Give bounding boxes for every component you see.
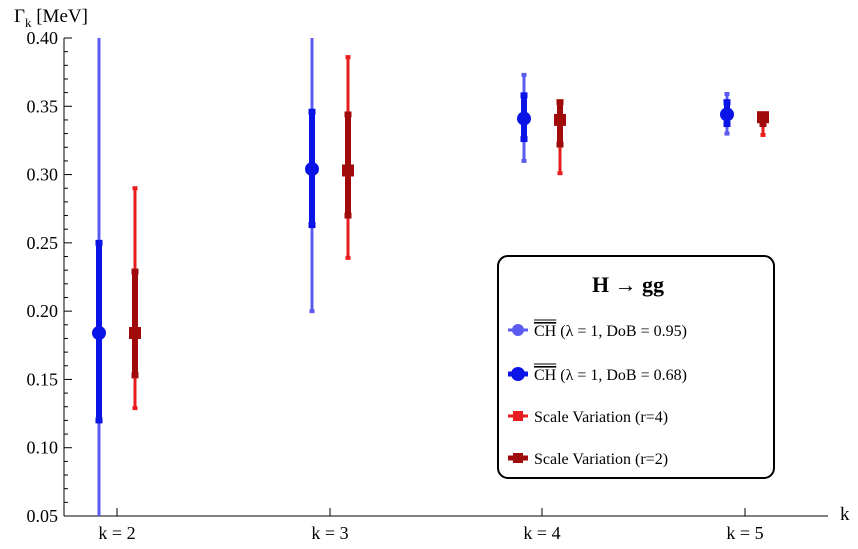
data-point (342, 164, 354, 177)
legend-swatch (508, 367, 528, 381)
y-tick-label: 0.25 (27, 233, 59, 253)
legend-swatch (508, 324, 528, 336)
x-tick-label: k = 2 (98, 523, 135, 543)
y-tick-label: 0.40 (27, 28, 59, 48)
error-cap-top (132, 186, 138, 191)
legend-box (497, 255, 775, 479)
x-tick-label: k = 5 (726, 523, 763, 543)
legend-swatch-marker (511, 367, 525, 381)
error-cap-bottom (759, 121, 767, 128)
legend-swatch-marker (513, 411, 523, 421)
error-cap-bottom (521, 158, 527, 163)
data-point (92, 325, 106, 340)
y-tick-label: 0.30 (27, 165, 59, 185)
legend: H → gg CH (λ = 1, DoB = 0.95) CH (λ = 1, D… (497, 255, 775, 479)
error-cap-bottom (557, 171, 563, 176)
series-group (92, 92, 734, 424)
y-tick-label: 0.05 (27, 506, 59, 526)
legend-label: Scale Variation (r=4) (534, 409, 668, 426)
y-tick-label: 0.35 (27, 96, 59, 116)
error-cap-top (521, 72, 527, 77)
axes: 0.05 0.10 0.15 0.20 0.25 0.30 0.35 0.40 k = 2 k =… (14, 6, 850, 543)
error-cap-bottom (724, 131, 730, 136)
error-cap-bottom (132, 406, 138, 411)
error-cap-top (308, 108, 316, 115)
error-cap-bottom (308, 222, 316, 229)
error-cap-top (131, 268, 139, 275)
error-cap-bottom (760, 132, 766, 137)
y-tick-label: 0.10 (27, 438, 59, 458)
error-cap-bottom (345, 255, 351, 260)
data-point (517, 111, 531, 126)
x-tick-label: k = 4 (523, 523, 560, 543)
error-cap-top (723, 99, 731, 106)
y-tick-label: 0.15 (27, 369, 59, 389)
error-cap-bottom (95, 417, 103, 424)
error-cap-bottom (131, 372, 139, 379)
error-cap-top (345, 55, 351, 60)
series-group (129, 99, 769, 379)
data-point (757, 111, 769, 124)
x-tick-label: k = 3 (311, 523, 348, 543)
data-point (720, 107, 734, 122)
legend-label: Scale Variation (r=2) (534, 451, 668, 468)
data-point (554, 113, 566, 126)
legend-swatch (508, 453, 528, 463)
data-point (129, 326, 141, 339)
data-marks (92, 38, 769, 516)
error-cap-top (724, 91, 730, 96)
legend-title: H → gg (592, 272, 664, 297)
error-cap-bottom (520, 136, 528, 143)
error-cap-bottom (344, 212, 352, 219)
y-axis-title: Γk [MeV] (14, 6, 88, 30)
legend-swatch (508, 411, 528, 421)
legend-swatch-marker (513, 453, 523, 463)
error-cap-top (520, 92, 528, 99)
error-cap-top (95, 239, 103, 246)
x-axis-title: k (840, 504, 850, 525)
error-cap-bottom (556, 141, 564, 148)
data-point (305, 162, 319, 177)
legend-label: CH (λ = 1, DoB = 0.95) (534, 323, 687, 340)
error-cap-bottom (723, 121, 731, 128)
error-cap-bottom (309, 309, 315, 314)
legend-label: CH (λ = 1, DoB = 0.68) (534, 367, 687, 384)
legend-swatch-marker (512, 324, 524, 336)
y-tick-label: 0.20 (27, 301, 59, 321)
error-cap-top (344, 111, 352, 118)
error-cap-top (556, 99, 564, 106)
